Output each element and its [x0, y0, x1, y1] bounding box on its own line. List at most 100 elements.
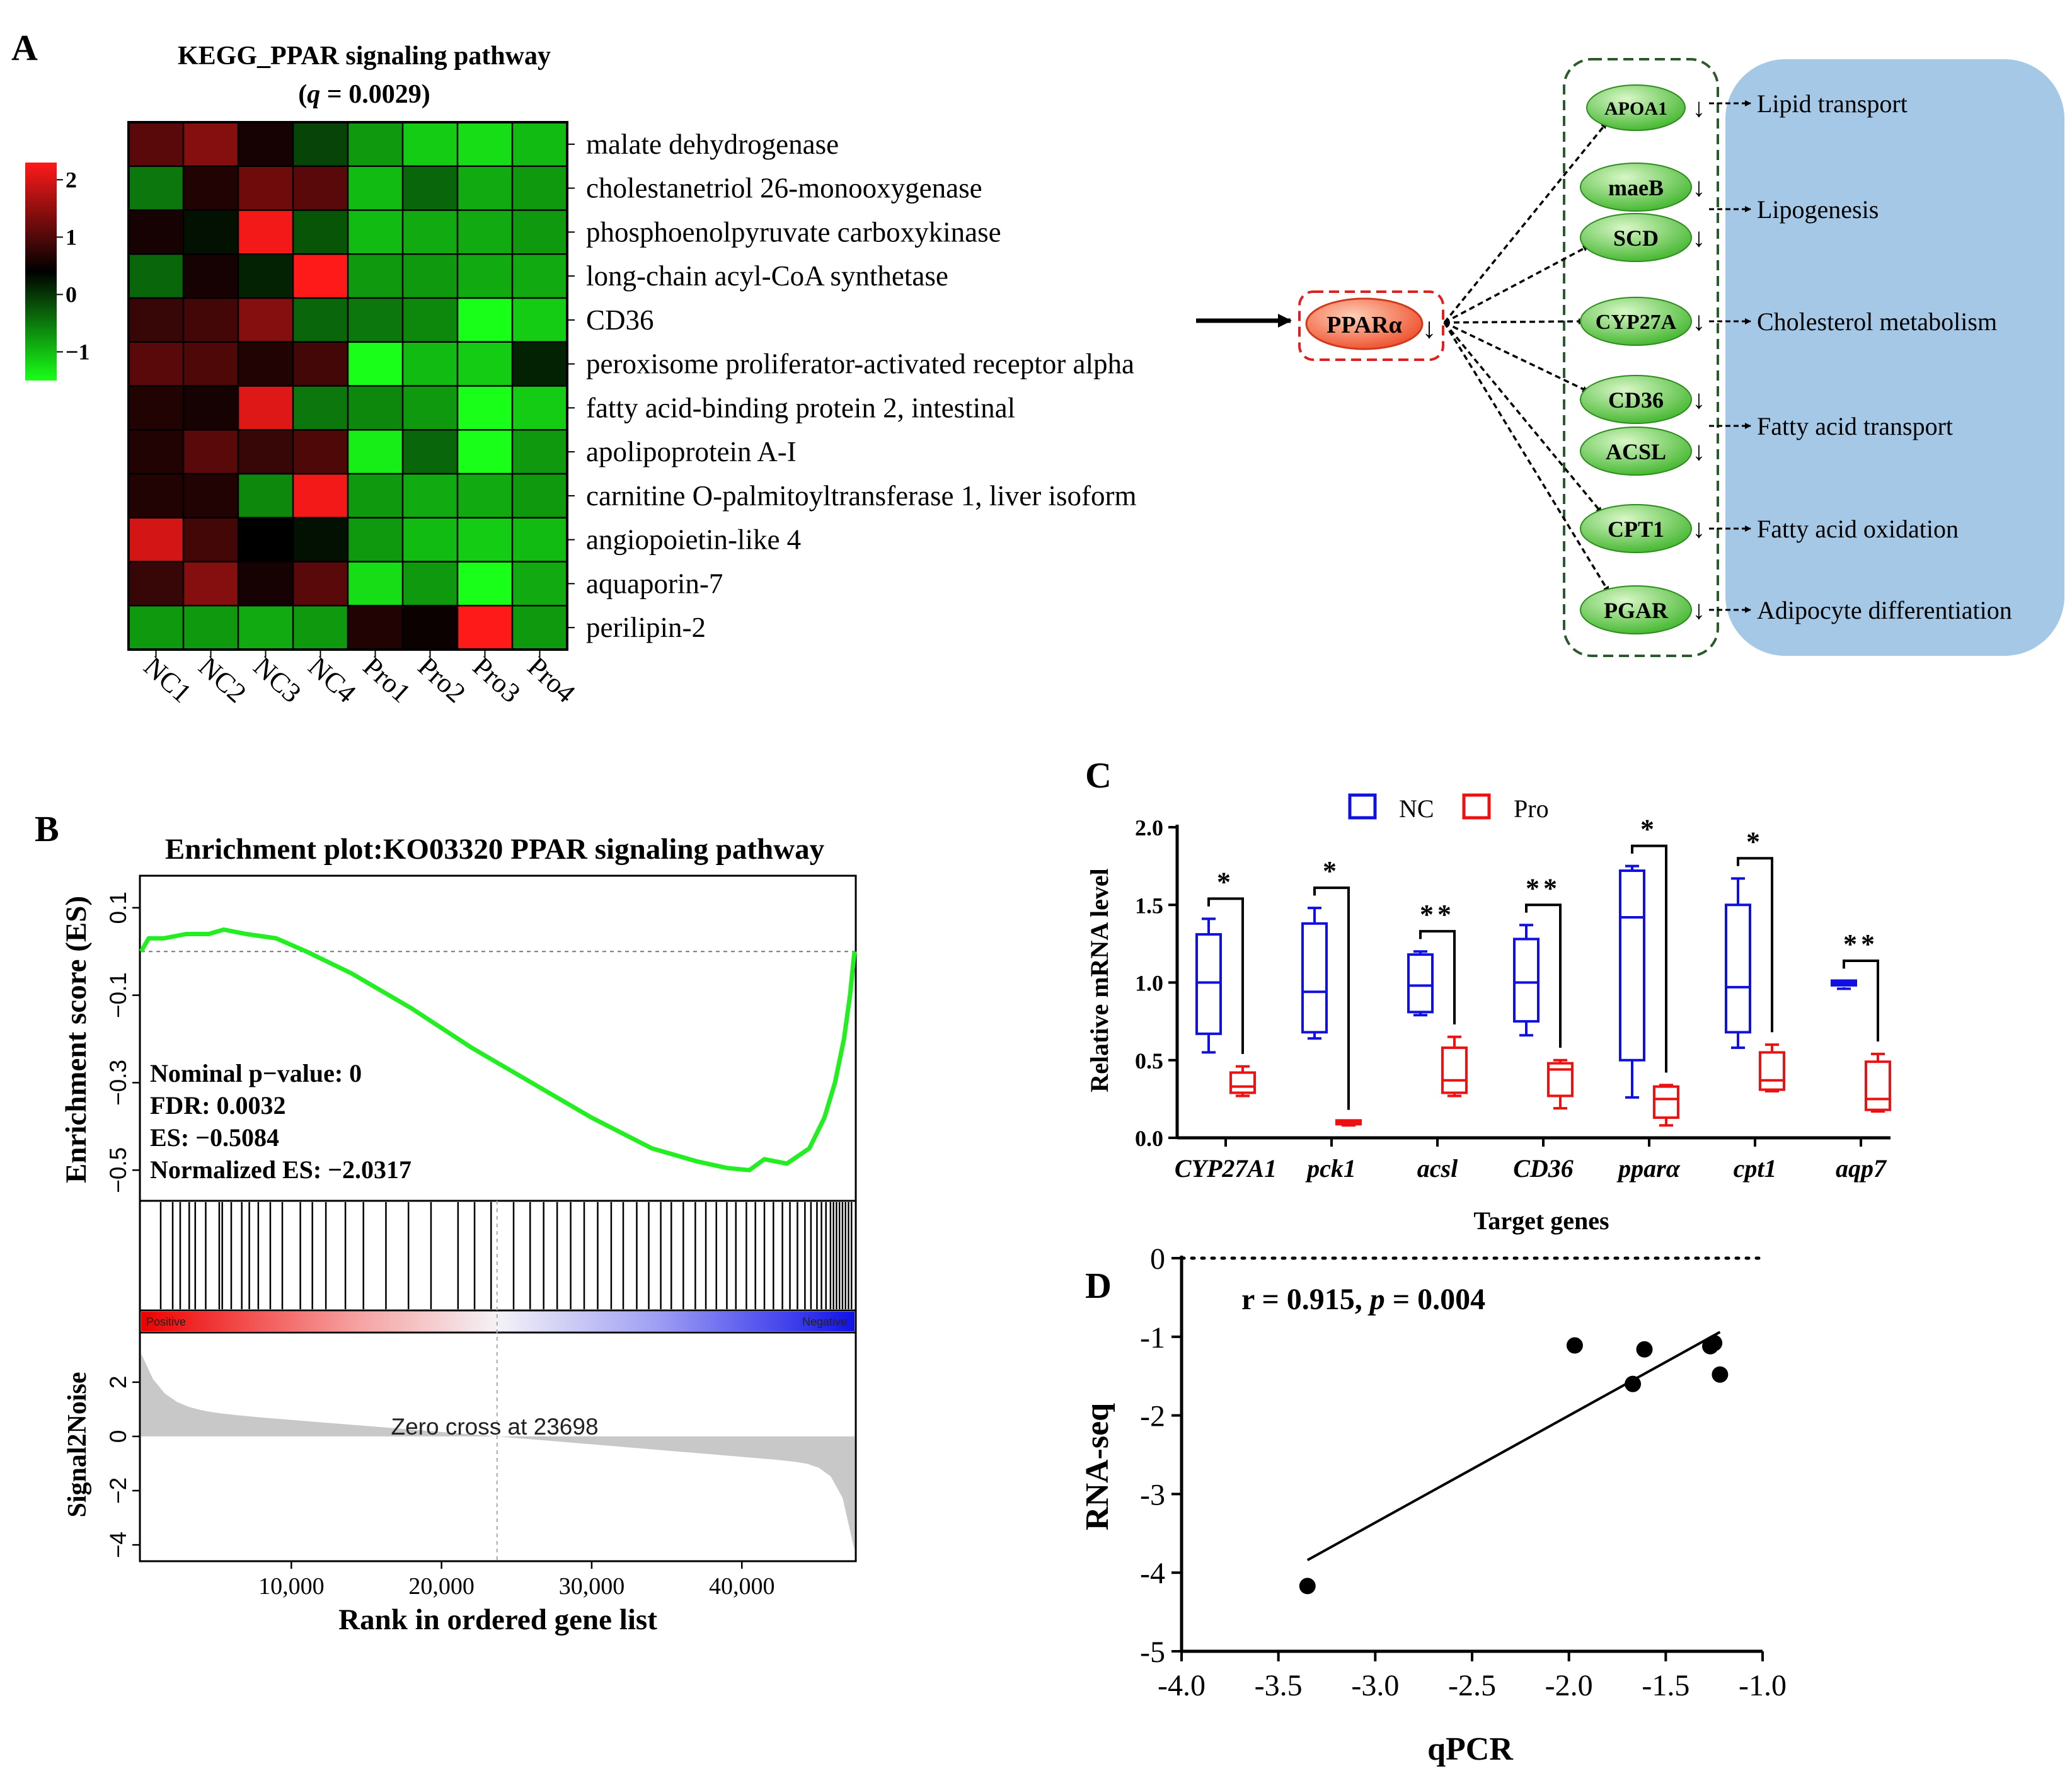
box-body	[1865, 1060, 1891, 1111]
heatmap-row-label: apolipoprotein A-I	[586, 436, 797, 467]
metric-ytick-label: −4	[105, 1532, 131, 1558]
heatmap-cell	[293, 605, 348, 650]
gene-node-label: APOA1	[1604, 98, 1667, 119]
gsea-xlabel: Rank in ordered gene list	[338, 1603, 657, 1636]
box-body	[1229, 1071, 1256, 1094]
scatter-xtick-label: -2.5	[1448, 1669, 1496, 1702]
gsea-stats: Nominal p−value: 0 FDR: 0.0032 ES: −0.5084…	[150, 1059, 412, 1184]
function-label: Lipogenesis	[1757, 195, 1879, 224]
heatmap-cell	[129, 254, 184, 299]
metric-ytick-label: 0	[105, 1430, 131, 1443]
metric-ytick-label: −2	[105, 1477, 131, 1504]
heatmap-col-label: NC2	[193, 651, 253, 709]
heatmap-cell	[348, 605, 403, 650]
gene-node-label: CPT1	[1608, 517, 1664, 542]
gsea-xtick-label: 30,000	[559, 1573, 625, 1600]
heatmap-cell	[183, 122, 239, 167]
box-body	[1407, 953, 1434, 1014]
significance-stars: *	[1323, 856, 1340, 886]
heatmap-cell	[183, 254, 239, 299]
heatmap-cell	[183, 605, 239, 650]
function-label: Lipid transport	[1757, 89, 1908, 118]
heatmap-cell	[293, 430, 348, 474]
boxplot-category-label: pck1	[1305, 1154, 1356, 1183]
gsea-stat-line: Nominal p−value: 0	[150, 1059, 362, 1087]
heatmap-cell	[512, 254, 568, 299]
gene-node-label: maeB	[1608, 175, 1664, 200]
correlation-annotation: r = 0.915, p = 0.004	[1241, 1283, 1485, 1316]
boxplot-category-label: CYP27A1	[1175, 1154, 1277, 1183]
heatmap-cell	[403, 430, 458, 474]
heatmap-cell	[129, 561, 184, 606]
boxplot-xlabel: Target genes	[1473, 1206, 1609, 1235]
heatmap-cell	[183, 341, 239, 386]
legend-pro-label: Pro	[1514, 794, 1549, 823]
heatmap-cell	[512, 341, 568, 386]
heatmap-cell	[348, 210, 403, 255]
boxplot-ytick-label: 0.0	[1135, 1126, 1163, 1151]
legend-nc-label: NC	[1399, 794, 1434, 823]
significance-stars: *	[1746, 826, 1764, 857]
scatter-xtick-label: -1.5	[1642, 1669, 1689, 1702]
boxplot-category-label: acsl	[1417, 1154, 1458, 1183]
scatter-ytick-label: -3	[1140, 1478, 1165, 1511]
gsea-metric-plot: 2 0 −2 −4 10,000 20,000 30,000 40,000	[105, 1201, 855, 1600]
heatmap-legend-ticks: 2 1 0 −1	[57, 167, 90, 364]
heatmap-cell	[403, 254, 458, 299]
significance-bracket	[1737, 857, 1773, 1033]
gene-node	[1580, 163, 1692, 212]
box-body	[1547, 1062, 1574, 1098]
heatmap-cell	[129, 430, 184, 474]
heatmap-col-label: Pro4	[522, 651, 582, 709]
panel-label-c: C	[1085, 755, 1112, 796]
heatmap-row-labels: malate dehydrogenase cholestanetriol 26-m…	[567, 129, 1136, 643]
significance-stars: **	[1420, 899, 1455, 930]
boxplot-category-label: aqp7	[1836, 1154, 1887, 1183]
es-ytick-label: 0.1	[105, 891, 131, 924]
heatmap-cell	[348, 254, 403, 299]
boxplot-axes: 0.0 0.5 1.0 1.5 2.0	[1135, 815, 1891, 1151]
heatmap-cell	[129, 341, 184, 386]
panel-label-d: D	[1085, 1265, 1112, 1306]
heatmap-col-label: NC1	[138, 651, 198, 709]
heatmap-cell	[183, 517, 239, 562]
heatmap-cell	[348, 298, 403, 343]
box-body	[1513, 937, 1540, 1023]
heatmap-cell	[403, 298, 458, 343]
scatter-ylabel: RNA-seq	[1079, 1403, 1115, 1530]
boxplot-ytick-label: 1.5	[1135, 893, 1163, 918]
function-panel	[1725, 59, 2064, 656]
heatmap-col-label: NC4	[302, 651, 362, 709]
function-label: Cholesterol metabolism	[1757, 307, 1997, 336]
gsea-hit-lines	[159, 1202, 853, 1309]
gene-node	[1580, 297, 1692, 346]
legend-tick-label: −1	[66, 339, 90, 364]
heatmap-cell	[293, 517, 348, 562]
heatmap-cell	[238, 474, 294, 519]
significance-bracket	[1313, 886, 1350, 1110]
scatter-ytick-label: -4	[1140, 1557, 1165, 1590]
heatmap-cell	[348, 561, 403, 606]
gene-node-label: SCD	[1613, 226, 1659, 251]
heatmap-cell	[238, 341, 294, 386]
function-label: Fatty acid transport	[1757, 412, 1953, 440]
heatmap-cell	[348, 341, 403, 386]
heatmap-cell	[348, 517, 403, 562]
function-label: Fatty acid oxidation	[1757, 515, 1959, 543]
heatmap-cell	[293, 254, 348, 299]
heatmap-cell	[293, 561, 348, 606]
scatter-ytick-label: -2	[1140, 1400, 1165, 1433]
heatmap-cell	[512, 517, 568, 562]
scatter-xtick-label: -3.0	[1351, 1669, 1399, 1702]
zero-cross-label: Zero cross at 23698	[391, 1414, 598, 1440]
significance-stars: *	[1217, 866, 1235, 897]
boxplot-ytick-label: 0.5	[1135, 1048, 1163, 1074]
heatmap-subtitle: (q = 0.0029)	[298, 80, 430, 109]
gene-down-arrow: ↓	[1693, 307, 1706, 336]
hub-to-gene-arrow	[1443, 122, 1608, 324]
box-body	[1301, 922, 1328, 1034]
boxplot-ytick-label: 1.0	[1135, 971, 1163, 996]
function-label: Adipocyte differentiation	[1757, 596, 2012, 624]
scatter-point	[1706, 1334, 1723, 1351]
heatmap-cell	[183, 561, 239, 606]
